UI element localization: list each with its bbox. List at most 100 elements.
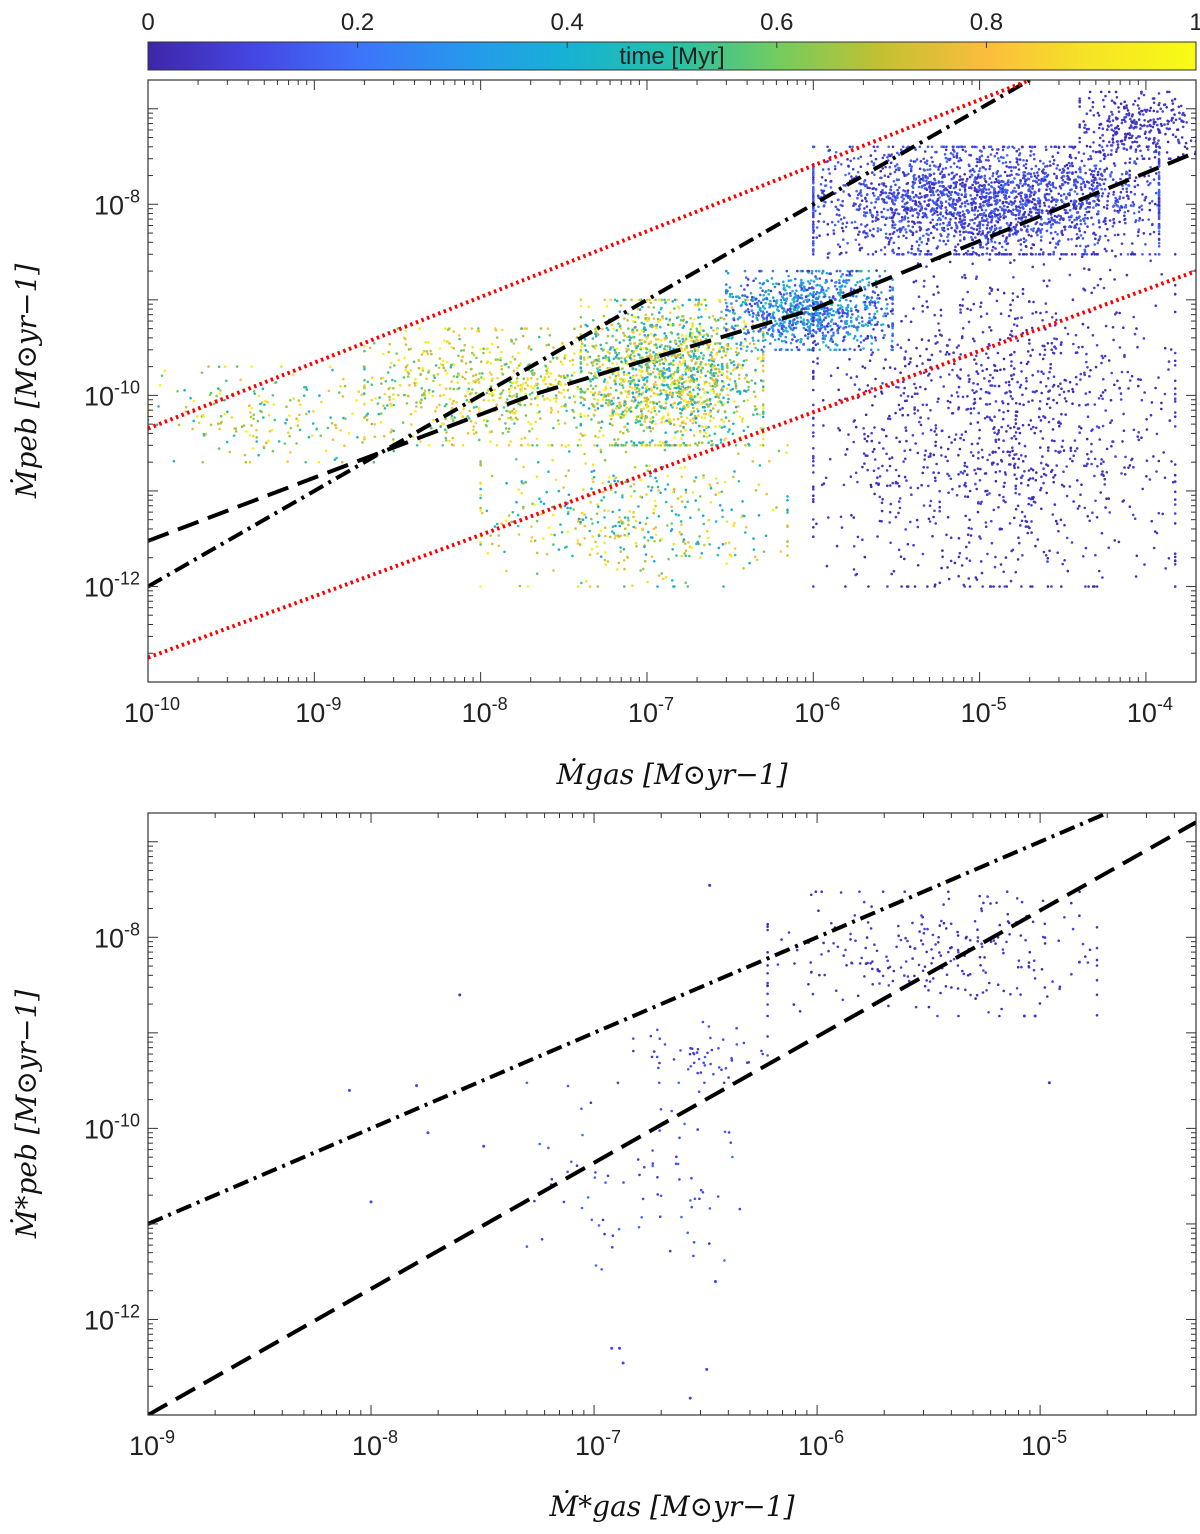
scatter-point [699,495,702,498]
scatter-point [979,205,982,208]
scatter-point [1002,204,1006,208]
scatter-point [373,423,377,426]
scatter-point [722,396,725,400]
scatter-point [567,469,570,472]
scatter-point [601,404,604,408]
scatter-point [288,434,291,438]
scatter-point [833,223,837,227]
scatter-point [675,406,679,410]
scatter-point [1079,170,1082,174]
scatter-point [759,286,762,290]
scatter-point [658,298,662,302]
scatter-point [825,271,829,275]
scatter-point [685,366,689,369]
scatter-point [780,327,784,330]
scatter-point [627,371,631,375]
scatter-point [443,339,446,342]
scatter-point [725,305,729,308]
scatter-point [471,388,474,391]
scatter-point [521,382,525,386]
scatter-point [860,194,863,197]
scatter-point [670,528,674,531]
scatter-point [634,368,638,371]
scatter-point [684,581,687,584]
scatter-point [554,378,557,382]
scatter-point [726,347,729,351]
scatter-point [761,364,765,368]
scatter-point [382,404,385,408]
scatter-point [699,431,702,434]
scatter-point [887,243,891,246]
scatter-point [1092,188,1095,192]
scatter-point [506,398,509,401]
scatter-point [791,323,794,327]
scatter-point [688,554,691,558]
scatter-point [462,407,465,411]
scatter-point [468,400,471,404]
scatter-point [801,304,804,307]
scatter-point [438,403,441,407]
scatter-point [572,416,576,420]
scatter-point [638,521,642,524]
scatter-point [557,374,561,377]
scatter-point [363,435,366,439]
scatter-point [581,434,584,437]
scatter-point [701,441,704,445]
scatter-point [781,322,785,326]
scatter-point [673,382,676,386]
scatter-point [633,465,637,469]
scatter-point [694,401,697,404]
scatter-point [628,335,631,338]
scatter-point [673,401,676,405]
scatter-point [1034,253,1038,256]
scatter-point [710,351,713,354]
scatter-point [645,364,649,367]
scatter-point [850,274,853,277]
scatter-point [412,360,416,364]
scatter-point [579,325,583,329]
scatter-point [958,166,962,170]
scatter-point [848,332,852,336]
scatter-point [673,386,676,390]
scatter-point [795,289,798,293]
scatter-point [691,331,694,335]
scatter-point [341,395,345,398]
scatter-point [684,422,687,425]
scatter-point [879,169,882,173]
scatter-point [789,279,793,282]
scatter-point [219,389,222,392]
scatter-point [750,304,753,308]
scatter-point [758,269,761,273]
scatter-point [925,216,929,219]
scatter-point [828,296,831,299]
scatter-point [722,317,726,321]
scatter-point [1103,247,1107,251]
scatter-point [652,508,656,511]
scatter-point [633,489,636,493]
scatter-point [744,325,748,328]
scatter-point [818,318,822,321]
scatter-point [609,488,613,492]
scatter-point [649,489,653,492]
scatter-point [695,385,698,389]
scatter-point [828,251,831,255]
scatter-point [191,427,194,431]
scatter-point [609,386,613,390]
scatter-point [1148,201,1152,205]
scatter-point [761,350,765,353]
scatter-point [524,392,527,396]
scatter-point [176,389,179,393]
scatter-point [590,390,593,394]
scatter-point [708,316,711,319]
scatter-point [706,391,709,394]
scatter-point [584,349,588,352]
scatter-point [392,429,396,433]
scatter-point [604,385,608,389]
scatter-point [493,388,496,392]
scatter-point [659,440,662,444]
scatter-point [687,453,690,457]
scatter-point [670,444,674,447]
scatter-point [512,369,516,373]
scatter-point [217,365,221,369]
scatter-point [564,445,567,448]
